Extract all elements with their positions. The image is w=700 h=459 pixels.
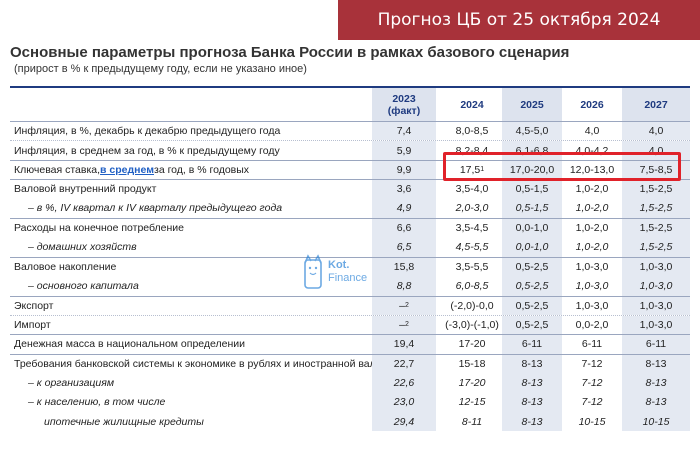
column-header-2027: 2027 bbox=[622, 88, 690, 121]
row-label: Валовой внутренний продукт bbox=[14, 183, 157, 196]
row-label: – к населению, в том числе bbox=[28, 396, 166, 409]
row-label: – основного капитала bbox=[28, 279, 139, 292]
table-row: – домашних хозяйств 6,5 4,5-5,5 0,0-1,0 … bbox=[10, 237, 690, 257]
row-label: – в %, IV квартал к IV кварталу предыдущ… bbox=[28, 202, 283, 215]
row-label: Денежная масса в национальном определени… bbox=[14, 338, 245, 351]
row-label: Требования банковской системы к экономик… bbox=[14, 357, 398, 370]
row-label: Инфляция, в среднем за год, в % к предыд… bbox=[14, 144, 280, 157]
table-row: – к населению, в том числе 23,0 12-15 8-… bbox=[10, 392, 690, 412]
table-row: – к организациям 22,6 17-20 8-13 7-12 8-… bbox=[10, 373, 690, 393]
page-title: Основные параметры прогноза Банка России… bbox=[10, 44, 570, 61]
kot-finance-watermark: Kot. Finance bbox=[302, 254, 367, 290]
row-label: Импорт bbox=[14, 319, 51, 332]
table-row: ипотечные жилищные кредиты 29,4 8-11 8-1… bbox=[10, 411, 690, 432]
table-header: 2023 (факт) 2024 2025 2026 2027 bbox=[10, 86, 690, 121]
row-label: Экспорт bbox=[14, 299, 54, 312]
table-row: Экспорт –2 (-2,0)-0,0 0,5-2,5 1,0-3,0 1,… bbox=[10, 295, 690, 315]
column-header-2025: 2025 bbox=[502, 88, 562, 121]
row-label: – к организациям bbox=[28, 376, 115, 389]
forecast-date-banner: Прогноз ЦБ от 25 октября 2024 bbox=[338, 0, 700, 40]
column-header-2024: 2024 bbox=[460, 98, 484, 111]
column-header-2023: 2023 (факт) bbox=[372, 88, 436, 121]
row-label: ипотечные жилищные кредиты bbox=[44, 415, 204, 428]
forecast-table: 2023 (факт) 2024 2025 2026 2027 Инфляция,… bbox=[10, 86, 690, 432]
table-row-key-rate: Ключевая ставка, в среднем за год, в % г… bbox=[10, 159, 690, 180]
row-label: Валовое накопление bbox=[14, 260, 117, 273]
table-row: – основного капитала 8,8 6,0-8,5 0,5-2,5… bbox=[10, 276, 690, 296]
column-header-2026: 2026 bbox=[580, 98, 604, 111]
cat-logo-icon bbox=[304, 254, 322, 289]
page-subtitle: (прирост в % к предыдущему году, если не… bbox=[14, 63, 307, 75]
key-rate-highlight-box bbox=[443, 152, 681, 181]
table-row: Валовое накопление 15,8 3,5-5,5 0,5-2,5 … bbox=[10, 256, 690, 277]
table-row: Валовой внутренний продукт 3,6 3,5-4,0 0… bbox=[10, 179, 690, 199]
table-row: Расходы на конечное потребление 6,6 3,5-… bbox=[10, 217, 690, 238]
table-row: – в %, IV квартал к IV кварталу предыдущ… bbox=[10, 198, 690, 218]
table-row: Инфляция, в %, декабрь к декабрю предыду… bbox=[10, 121, 690, 141]
row-label: – домашних хозяйств bbox=[28, 241, 137, 254]
average-link[interactable]: в среднем bbox=[100, 163, 154, 176]
row-label: Расходы на конечное потребление bbox=[14, 222, 185, 235]
table-row: Денежная масса в национальном определени… bbox=[10, 334, 690, 354]
row-label: Ключевая ставка, в среднем за год, в % г… bbox=[14, 163, 250, 176]
table-row: Импорт –2 (-3,0)-(-1,0) 0,5-2,5 0,0-2,0 … bbox=[10, 314, 690, 335]
row-label: Инфляция, в %, декабрь к декабрю предыду… bbox=[14, 125, 281, 138]
table-row: Требования банковской системы к экономик… bbox=[10, 353, 690, 374]
